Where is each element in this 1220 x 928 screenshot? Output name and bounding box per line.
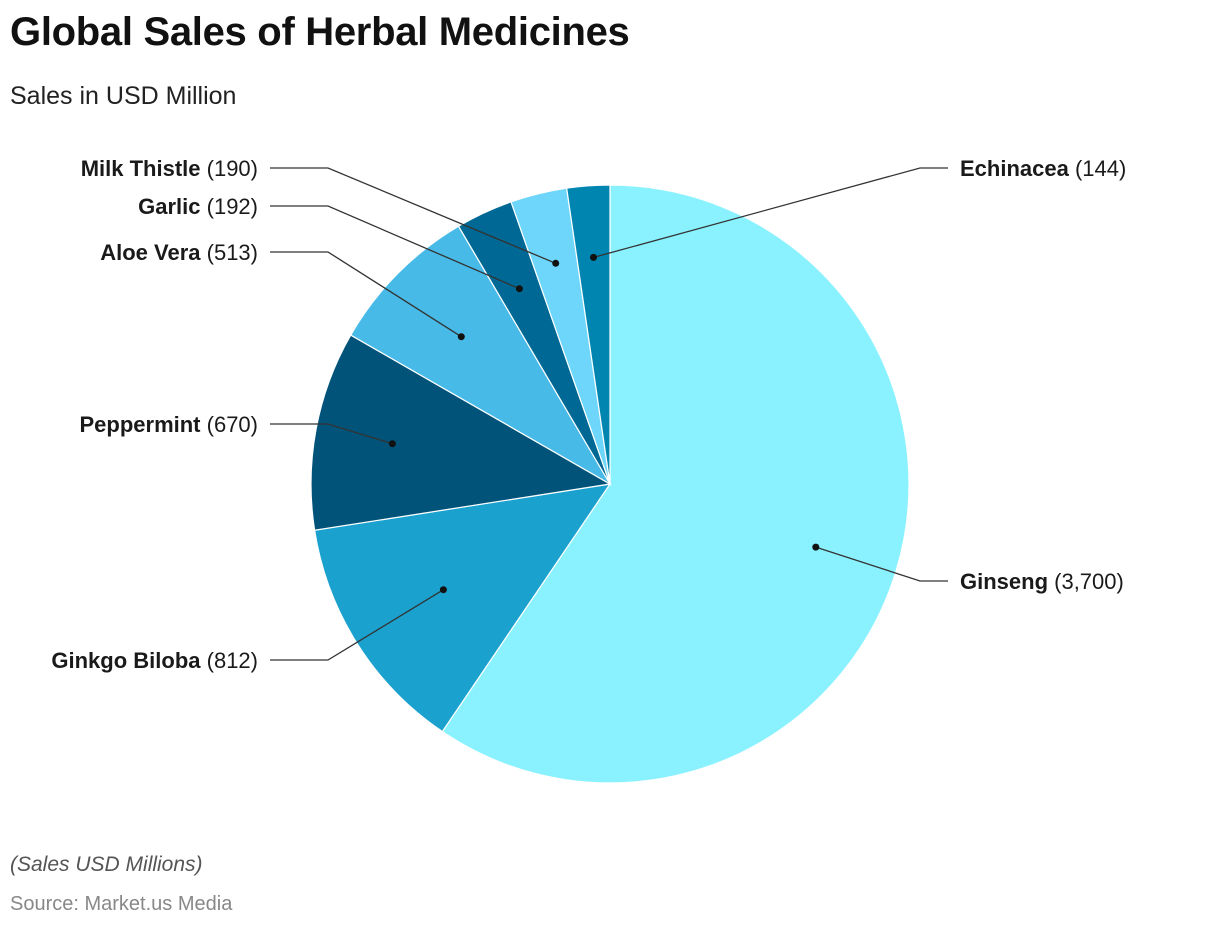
- leader-line-garlic: [270, 205, 520, 290]
- leader-line-ginkgo-biloba: [270, 589, 444, 661]
- leader-line-milk-thistle: [270, 167, 556, 264]
- chart-source: Source: Market.us Media: [10, 893, 233, 915]
- leader-dot-ginkgo-biloba: [439, 586, 447, 594]
- pie-slice-peppermint: [310, 334, 612, 531]
- leader-dot-peppermint: [388, 440, 396, 448]
- chart-footnote: (Sales USD Millions): [10, 853, 203, 876]
- slice-label-ginseng: Ginseng (3,700): [960, 569, 1124, 594]
- slice-label-value: (513): [201, 240, 258, 265]
- slice-label-name: Garlic: [138, 194, 200, 219]
- leader-dot-ginseng: [812, 543, 820, 551]
- leader-dot-echinacea: [590, 253, 597, 261]
- slice-label-name: Ginkgo Biloba: [51, 648, 201, 673]
- slice-label-peppermint: Peppermint (670): [79, 412, 258, 437]
- leader-line-peppermint: [270, 423, 393, 445]
- slice-label-garlic: Garlic (192): [138, 194, 258, 219]
- leader-line-aloe-vera: [270, 251, 462, 338]
- slice-labels: Ginseng (3,700) Ginkgo Biloba (812) Pepper…: [51, 156, 1126, 673]
- slice-label-value: (190): [201, 156, 258, 181]
- leader-dot-garlic: [515, 285, 523, 293]
- chart-title: Global Sales of Herbal Medicines: [10, 10, 630, 54]
- leader-line-ginseng: [815, 546, 948, 582]
- slice-label-name: Aloe Vera: [100, 240, 201, 265]
- slice-label-value: (144): [1069, 156, 1126, 181]
- pie-slices: [310, 184, 910, 784]
- leader-dot-aloe-vera: [457, 333, 465, 341]
- leader-dot-milk-thistle: [552, 259, 560, 267]
- pie-slice-ginseng: [441, 184, 910, 784]
- slice-label-ginkgo-biloba: Ginkgo Biloba (812): [51, 648, 258, 673]
- chart-subtitle: Sales in USD Million: [10, 82, 237, 110]
- slice-label-value: (670): [201, 412, 258, 437]
- slice-label-name: Milk Thistle: [81, 156, 201, 181]
- pie-slice-aloe-vera: [349, 225, 612, 486]
- slice-label-name: Ginseng: [960, 569, 1048, 594]
- slice-label-name: Echinacea: [960, 156, 1070, 181]
- slice-label-aloe-vera: Aloe Vera (513): [100, 240, 258, 265]
- slice-label-value: (192): [201, 194, 258, 219]
- slice-label-value: (812): [201, 648, 258, 673]
- slice-label-milk-thistle: Milk Thistle (190): [81, 156, 258, 181]
- pie-slice-echinacea: [565, 184, 611, 485]
- slice-label-name: Peppermint: [79, 412, 201, 437]
- slice-label-value: (3,700): [1048, 569, 1124, 594]
- pie-slice-ginkgo-biloba: [313, 483, 612, 733]
- leader-lines: [270, 167, 948, 661]
- slice-label-echinacea: Echinacea (144): [960, 156, 1126, 181]
- leader-line-echinacea: [593, 167, 948, 259]
